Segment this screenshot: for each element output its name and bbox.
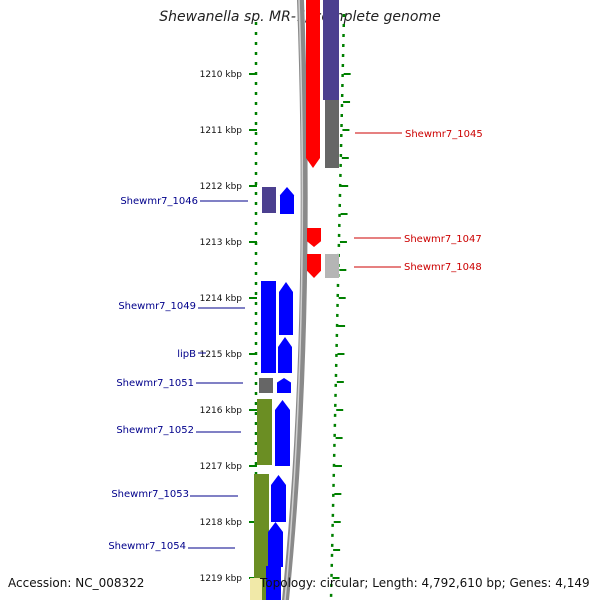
gene-shewmr7-1053-gene-track <box>254 474 269 600</box>
gene-label-shewmr7-1051: Shewmr7_1051 <box>116 378 194 389</box>
backbone-curve <box>282 0 308 600</box>
gene-lipb-arrow <box>278 337 292 373</box>
gene-label-shewmr7-1045: Shewmr7_1045 <box>405 129 483 140</box>
ruler-tick-label: 1211 kbp <box>200 126 243 136</box>
backbone <box>282 0 308 600</box>
gene-label-shewmr7-1048: Shewmr7_1048 <box>404 262 482 273</box>
ruler-tick-label: 1218 kbp <box>200 518 243 528</box>
gene-shewmr7-1048-feature-track <box>325 254 339 278</box>
accession-text: Accession: NC_008322 <box>8 576 145 590</box>
gene-shewmr7-1046-gene-track <box>262 187 276 213</box>
ruler-tick-label: 1215 kbp <box>200 350 243 360</box>
gene-label-shewmr7-1054: Shewmr7_1054 <box>108 541 186 552</box>
gene-labels: Shewmr7_1045 Shewmr7_1046 Shewmr7_1047 Shew… <box>108 129 482 552</box>
gene-shewmr7-1045-gene-track <box>323 0 339 100</box>
gene-shewmr7-1045-cds <box>306 0 320 100</box>
gene-shewmr7-1054-arrow <box>268 522 283 567</box>
ruler-tick-label: 1213 kbp <box>200 238 243 248</box>
gene-shewmr7-1054-yellow-track <box>250 578 262 600</box>
feature-tracks <box>250 0 339 600</box>
gene-label-lipb: lipB <box>177 349 196 360</box>
ruler-tick-label: 1216 kbp <box>200 406 243 416</box>
backbone-highlight <box>284 0 304 600</box>
gene-shewmr7-1051-arrow <box>277 378 291 393</box>
gene-label-shewmr7-1049: Shewmr7_1049 <box>118 301 196 312</box>
gene-shewmr7-1051-gene-track <box>259 378 273 393</box>
gene-label-shewmr7-1046: Shewmr7_1046 <box>120 196 198 207</box>
gene-shewmr7-1048-arrow <box>307 254 321 278</box>
topology-text: Topology: circular; Length: 4,792,610 bp… <box>260 576 590 590</box>
gene-shewmr7-1045-feature-track <box>325 100 339 168</box>
gene-shewmr7-1049-arrow <box>279 282 293 335</box>
gene-shewmr7-1052-gene-track <box>257 399 272 465</box>
ruler-tick-label: 1214 kbp <box>200 294 243 304</box>
ruler-tick-label: 1219 kbp <box>200 574 243 584</box>
gene-label-shewmr7-1052: Shewmr7_1052 <box>116 425 194 436</box>
gene-shewmr7-1052-arrow <box>275 400 290 466</box>
ruler-tick-label: 1212 kbp <box>200 182 243 192</box>
gene-shewmr7-1049-gene-track <box>261 281 276 373</box>
ruler-tick-label: 1217 kbp <box>200 462 243 472</box>
gene-shewmr7-1047-arrow <box>307 228 321 247</box>
gene-shewmr7-1054-lower-cds <box>266 566 281 600</box>
gene-label-shewmr7-1047: Shewmr7_1047 <box>404 234 482 245</box>
gene-label-shewmr7-1053: Shewmr7_1053 <box>111 489 189 500</box>
gene-shewmr7-1046-arrow <box>280 187 294 214</box>
ruler-tick-label: 1210 kbp <box>200 70 243 80</box>
gene-shewmr7-1045-arrow <box>306 98 320 168</box>
gene-shewmr7-1053-arrow <box>271 475 286 522</box>
